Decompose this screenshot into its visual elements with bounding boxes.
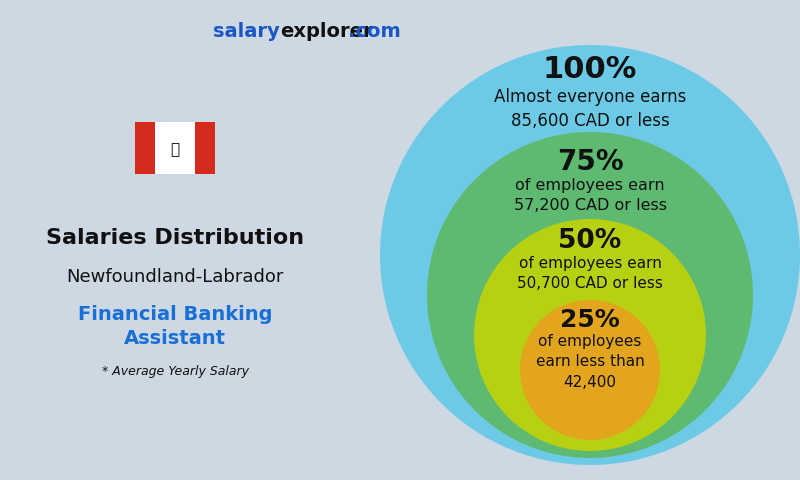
- Circle shape: [427, 132, 753, 458]
- Bar: [195, 122, 215, 174]
- Text: Newfoundland-Labrador: Newfoundland-Labrador: [66, 268, 284, 286]
- Text: * Average Yearly Salary: * Average Yearly Salary: [102, 365, 249, 378]
- Text: of employees earn
57,200 CAD or less: of employees earn 57,200 CAD or less: [514, 178, 666, 214]
- Text: Almost everyone earns
85,600 CAD or less: Almost everyone earns 85,600 CAD or less: [494, 88, 686, 130]
- Text: 25%: 25%: [560, 308, 620, 332]
- Text: of employees
earn less than
42,400: of employees earn less than 42,400: [536, 334, 644, 390]
- Text: of employees earn
50,700 CAD or less: of employees earn 50,700 CAD or less: [517, 256, 663, 291]
- Text: .com: .com: [348, 22, 401, 41]
- Bar: [135, 122, 155, 174]
- Text: 75%: 75%: [557, 148, 623, 176]
- Text: 🍁: 🍁: [170, 143, 179, 157]
- Text: explorer: explorer: [280, 22, 373, 41]
- Bar: [155, 122, 195, 174]
- Text: Financial Banking
Assistant: Financial Banking Assistant: [78, 305, 272, 348]
- Circle shape: [380, 45, 800, 465]
- Text: 100%: 100%: [543, 55, 637, 84]
- Circle shape: [520, 300, 660, 440]
- Text: Salaries Distribution: Salaries Distribution: [46, 228, 304, 248]
- Text: 50%: 50%: [558, 228, 622, 254]
- Text: salary: salary: [214, 22, 280, 41]
- Circle shape: [474, 219, 706, 451]
